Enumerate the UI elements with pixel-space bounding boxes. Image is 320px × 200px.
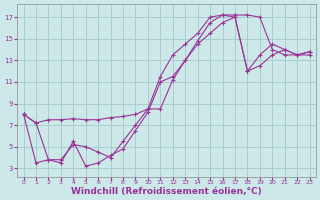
X-axis label: Windchill (Refroidissement éolien,°C): Windchill (Refroidissement éolien,°C) bbox=[71, 187, 262, 196]
